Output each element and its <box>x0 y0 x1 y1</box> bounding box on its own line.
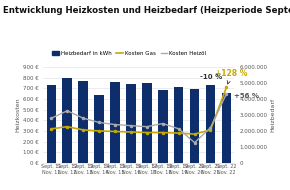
Legend: Heizbedarf in kWh, Kosten Gas, Kosten Heizöl: Heizbedarf in kWh, Kosten Gas, Kosten He… <box>50 49 209 58</box>
Kosten Heizöl <box>177 128 180 130</box>
Bar <box>78 81 88 163</box>
Kosten Gas <box>97 130 101 132</box>
Bar <box>62 78 72 163</box>
Kosten Heizöl <box>81 117 85 119</box>
Text: +128 %: +128 % <box>215 69 248 84</box>
Kosten Gas <box>209 129 212 131</box>
Kosten Gas <box>50 128 53 130</box>
Kosten Gas <box>129 131 133 133</box>
Text: Entwicklung Heizkosten und Heizbedarf (Heizperiode September – November): Entwicklung Heizkosten und Heizbedarf (H… <box>3 6 290 15</box>
Bar <box>142 83 152 163</box>
Line: Kosten Heizöl: Kosten Heizöl <box>50 93 227 144</box>
Bar <box>94 95 104 163</box>
Text: -10 %: -10 % <box>200 74 222 80</box>
Kosten Heizöl <box>113 124 117 126</box>
Bar <box>110 82 120 163</box>
Bar <box>126 84 136 163</box>
Kosten Gas <box>193 133 196 135</box>
Kosten Gas <box>225 86 228 89</box>
Kosten Heizöl <box>161 122 164 125</box>
Bar <box>158 89 168 163</box>
Kosten Heizöl <box>66 110 69 112</box>
Kosten Gas <box>145 131 148 134</box>
Bar <box>47 85 56 163</box>
Kosten Gas <box>161 131 164 134</box>
Kosten Heizöl <box>145 126 148 128</box>
Kosten Gas <box>113 130 117 133</box>
Y-axis label: Heizkosten: Heizkosten <box>15 98 20 132</box>
Bar <box>190 89 199 163</box>
Kosten Heizöl <box>193 142 196 144</box>
Kosten Gas <box>177 132 180 134</box>
Kosten Heizöl <box>97 121 101 124</box>
Line: Kosten Gas: Kosten Gas <box>50 86 227 135</box>
Kosten Heizöl <box>129 124 133 127</box>
Kosten Heizöl <box>209 127 212 129</box>
Y-axis label: Heizbedarf: Heizbedarf <box>270 98 275 132</box>
Kosten Heizöl <box>225 93 228 95</box>
Bar <box>206 85 215 163</box>
Bar <box>222 93 231 163</box>
Kosten Gas <box>66 126 69 128</box>
Text: +56 %: +56 % <box>234 93 259 99</box>
Bar <box>174 87 184 163</box>
Kosten Gas <box>81 129 85 131</box>
Kosten Heizöl <box>50 117 53 119</box>
